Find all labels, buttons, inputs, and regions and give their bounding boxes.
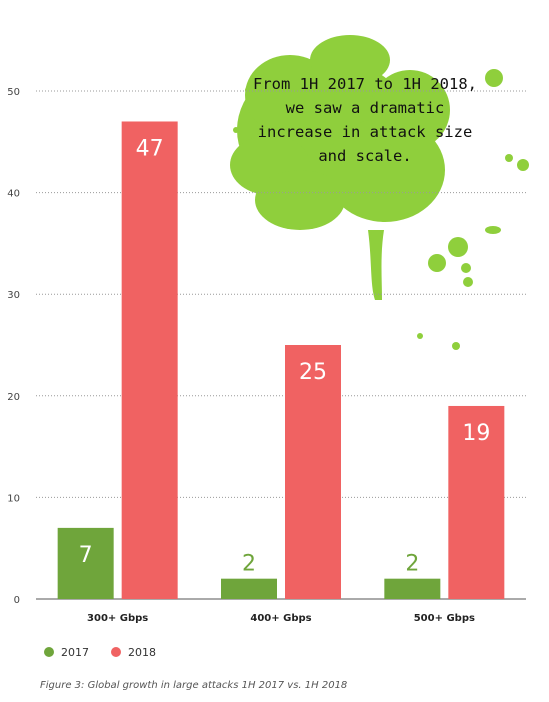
bar-2018-2 (285, 345, 341, 599)
legend-label: 2017 (61, 646, 89, 659)
splash-drop (452, 342, 460, 350)
splash-drop (417, 333, 423, 339)
splash-drop (517, 159, 529, 171)
splash-drop (233, 127, 239, 133)
bar-2017-2 (221, 578, 277, 599)
grid-lines (36, 90, 526, 600)
splash-drip (368, 230, 384, 300)
data-label: 47 (136, 136, 164, 161)
paint-splash (230, 35, 529, 350)
x-tick-label: 400+ Gbps (250, 613, 311, 624)
splash-drop (485, 226, 501, 234)
data-label: 2 (242, 552, 256, 577)
data-label: 25 (299, 360, 327, 385)
y-tick-label: 30 (7, 290, 20, 301)
bar-2018-1 (121, 121, 178, 599)
legend-label: 2018 (128, 646, 156, 659)
legend-swatch-2017 (44, 647, 54, 657)
splash-drop (461, 263, 471, 273)
annotation-text: From 1H 2017 to 1H 2018, we saw a dramat… (253, 75, 477, 165)
bar-2017-3 (384, 578, 441, 599)
splash-blob (310, 35, 390, 85)
x-axis-labels: 300+ Gbps 400+ Gbps 500+ Gbps (87, 613, 475, 624)
y-tick-label: 20 (7, 392, 20, 403)
y-tick-label: 0 (14, 595, 20, 606)
splash-drop (448, 237, 468, 257)
legend-swatch-2018 (111, 647, 121, 657)
data-label: 7 (79, 543, 93, 568)
y-tick-label: 10 (7, 493, 20, 504)
splash-blob (370, 70, 450, 150)
x-tick-label: 300+ Gbps (87, 613, 148, 624)
data-label: 19 (462, 421, 490, 446)
y-tick-label: 40 (7, 189, 20, 200)
x-tick-label: 500+ Gbps (414, 613, 475, 624)
figure-caption: Figure 3: Global growth in large attacks… (40, 680, 348, 691)
splash-drop (463, 277, 473, 287)
y-axis-ticks: 0 10 20 30 40 50 (7, 87, 20, 606)
splash-blob (255, 170, 345, 230)
splash-blob (245, 55, 335, 135)
bar-2017-1 (57, 527, 114, 599)
data-label: 2 (405, 552, 419, 577)
bar-2018-3 (448, 405, 505, 599)
splash-drop (409, 184, 415, 190)
splash-drop (428, 254, 446, 272)
legend: 2017 2018 (44, 646, 156, 659)
bars: 7 47 2 25 2 19 (57, 121, 505, 599)
splash-drop (485, 69, 503, 87)
y-tick-label: 50 (7, 87, 20, 98)
splash-drop (505, 154, 513, 162)
